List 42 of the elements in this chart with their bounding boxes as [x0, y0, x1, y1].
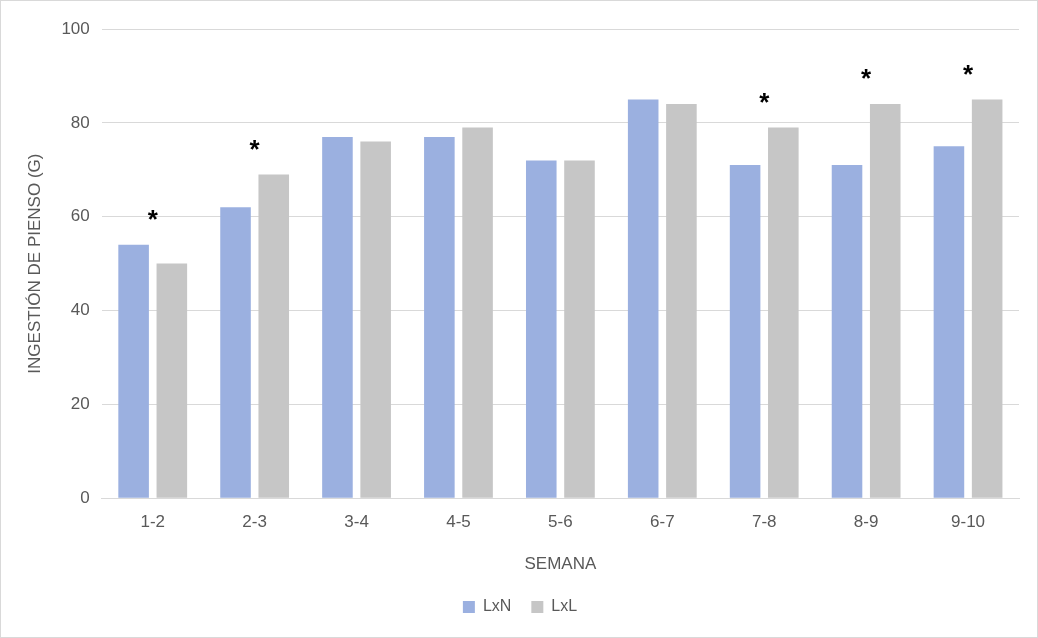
- bar: [564, 160, 595, 498]
- bar: [831, 165, 863, 498]
- bar: [156, 263, 188, 498]
- bar: [933, 146, 965, 498]
- y-tick-label: 40: [70, 300, 90, 320]
- annotation: *: [962, 58, 974, 89]
- y-tick-label: 100: [61, 18, 90, 38]
- x-tick-label: 6-7: [650, 512, 675, 532]
- x-tick-label: 2-3: [242, 512, 267, 532]
- legend-label: LxL: [551, 597, 578, 615]
- annotation: *: [759, 86, 771, 117]
- annotation: *: [861, 63, 873, 94]
- y-tick-label: 20: [70, 394, 90, 414]
- x-tick-label: 4-5: [446, 512, 471, 532]
- x-tick-label: 5-6: [548, 512, 573, 532]
- bar: [322, 136, 353, 498]
- bar: [424, 136, 455, 498]
- y-axis-title: INGESTIÓN DE PIENSO (G): [24, 153, 44, 374]
- bar: [118, 244, 149, 498]
- annotation: *: [249, 133, 261, 164]
- bar: [220, 207, 251, 498]
- x-tick-label: 9-10: [951, 512, 986, 532]
- x-tick-label: 8-9: [853, 512, 879, 532]
- bar: [666, 104, 697, 498]
- bar: [360, 141, 391, 498]
- bar: [462, 127, 493, 498]
- bar: [627, 99, 659, 498]
- x-tick-label: 1-2: [140, 512, 166, 532]
- legend-label: LxN: [482, 597, 512, 615]
- y-tick-label: 0: [80, 487, 90, 507]
- y-tick-label: 80: [70, 112, 90, 132]
- bar: [768, 127, 799, 498]
- bar: [729, 165, 761, 498]
- bar: [525, 160, 557, 498]
- y-tick-label: 60: [70, 206, 90, 226]
- x-tick-label: 3-4: [344, 512, 369, 532]
- x-axis-title: SEMANA: [524, 554, 597, 574]
- x-tick-label: 7-8: [751, 512, 777, 532]
- bar: [971, 99, 1003, 498]
- annotation: *: [147, 204, 159, 234]
- bar: [258, 174, 290, 498]
- bar: [869, 104, 901, 498]
